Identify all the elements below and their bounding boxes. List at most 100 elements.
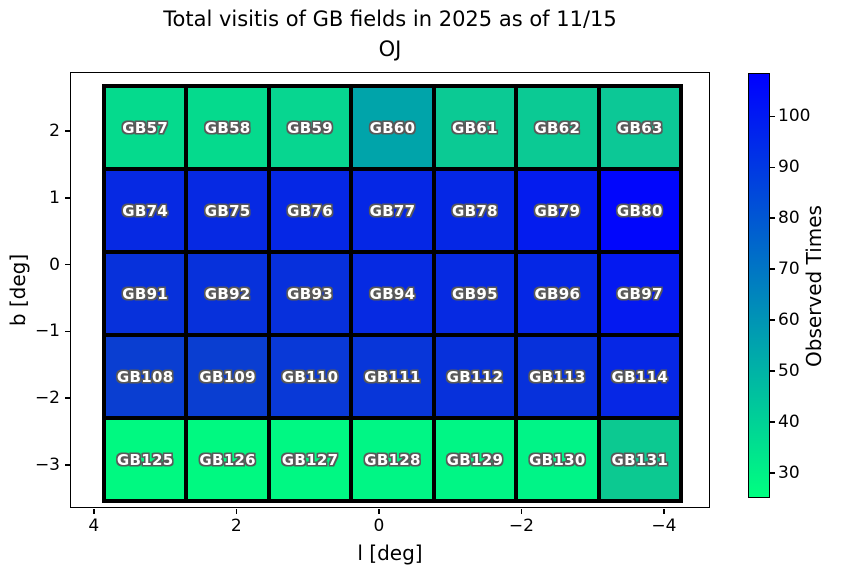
chart-title: Total visitis of GB fields in 2025 as of… [163, 7, 617, 31]
grid-cell-GB92: GB92 [186, 252, 269, 335]
grid-cell-GB80: GB80 [598, 169, 681, 252]
grid-cell-label: GB113 [529, 367, 586, 386]
grid-cell-label: GB108 [116, 367, 174, 386]
grid-cell-label: GB59 [287, 118, 333, 137]
grid-cell-label: GB109 [199, 367, 256, 386]
grid-cell-label: GB97 [616, 284, 663, 303]
chart-subtitle: OJ [378, 37, 402, 61]
y-tick-label: 1 [49, 187, 60, 208]
colorbar-tick-mark [769, 472, 775, 474]
field-grid: GB57 GB58 GB59 GB60 GB61 GB62 GB63 GB74 GB75 GB76… [102, 84, 683, 503]
grid-cell-GB126: GB126 [186, 418, 269, 501]
grid-cell-label: GB77 [369, 201, 416, 220]
grid-cell-label: GB94 [369, 284, 416, 303]
colorbar-tick-mark [769, 421, 775, 423]
grid-cell-label: GB128 [364, 450, 421, 469]
x-tick-label: −4 [651, 516, 677, 536]
grid-cell-GB59: GB59 [268, 86, 352, 169]
y-tick-label: 0 [49, 254, 60, 275]
grid-cell-label: GB111 [364, 367, 421, 386]
colorbar-tick-label: 30 [778, 463, 800, 483]
grid-cell-GB97: GB97 [598, 252, 681, 335]
y-tick-mark [64, 130, 70, 132]
grid-cell-GB96: GB96 [516, 252, 599, 335]
grid-cell-GB127: GB127 [268, 418, 352, 501]
grid-cell-GB113: GB113 [516, 335, 599, 418]
grid-cell-label: GB112 [446, 367, 504, 386]
grid-cell-GB109: GB109 [186, 335, 269, 418]
grid-cell-label: GB75 [204, 201, 251, 220]
grid-cell-label: GB93 [287, 284, 333, 303]
grid-cell-label: GB110 [281, 367, 339, 386]
grid-cell-label: GB131 [611, 450, 669, 469]
x-tick-mark [378, 509, 380, 514]
grid-cell-label: GB96 [534, 284, 581, 303]
grid-cell-GB57: GB57 [104, 86, 187, 169]
grid-cell-GB77: GB77 [351, 169, 434, 252]
y-axis-label: b [deg] [6, 253, 30, 327]
x-tick-label: 0 [373, 516, 385, 536]
grid-cell-GB75: GB75 [186, 169, 269, 252]
grid-cell-label: GB78 [452, 201, 498, 220]
grid-cell-label: GB79 [534, 201, 581, 220]
grid-cell-GB112: GB112 [433, 335, 517, 418]
colorbar-tick-mark [769, 166, 775, 168]
grid-cell-GB91: GB91 [104, 252, 187, 335]
colorbar-tick-label: 40 [778, 412, 800, 433]
colorbar-tick-label: 50 [778, 361, 800, 382]
x-tick-mark [520, 509, 523, 514]
colorbar-tick-label: 80 [778, 208, 800, 229]
grid-cell-GB63: GB63 [598, 86, 681, 169]
grid-cell-label: GB129 [446, 450, 504, 469]
grid-cell-label: GB130 [529, 450, 586, 469]
grid-cell-GB108: GB108 [104, 335, 187, 418]
y-tick-label: 2 [49, 121, 60, 142]
colorbar-tick-label: 100 [778, 106, 811, 127]
grid-cell-GB110: GB110 [268, 335, 352, 418]
grid-cell-label: GB60 [369, 118, 416, 137]
grid-cell-label: GB92 [204, 284, 251, 303]
x-tick-mark [235, 509, 238, 514]
colorbar-tick-mark [769, 370, 775, 372]
grid-cell-GB128: GB128 [351, 418, 434, 501]
grid-cell-label: GB127 [281, 450, 339, 469]
colorbar: 100 90 80 70 60 50 40 30 [748, 73, 810, 498]
grid-cell-GB58: GB58 [186, 86, 269, 169]
grid-cell-label: GB126 [199, 450, 256, 469]
colorbar-tick-label: 60 [778, 310, 800, 331]
grid-cell-label: GB114 [611, 367, 669, 386]
grid-cell-label: GB58 [204, 118, 251, 137]
colorbar-tick-mark [769, 268, 775, 270]
grid-cell-GB78: GB78 [433, 169, 517, 252]
grid-cell-label: GB95 [452, 284, 498, 303]
grid-cell-label: GB91 [122, 284, 169, 303]
colorbar-tick-mark [769, 115, 775, 118]
grid-cell-GB93: GB93 [268, 252, 352, 335]
grid-cell-GB130: GB130 [516, 418, 599, 501]
grid-cell-GB74: GB74 [104, 169, 187, 252]
grid-cell-GB114: GB114 [598, 335, 681, 418]
grid-cell-label: GB61 [452, 118, 498, 137]
y-tick-label: −1 [34, 321, 60, 342]
x-tick-mark [93, 509, 95, 514]
y-tick-label: −3 [34, 454, 60, 475]
y-tick-mark [64, 397, 70, 399]
x-axis-label: l [deg] [357, 541, 423, 565]
grid-cell-label: GB63 [616, 118, 663, 137]
grid-cell-GB79: GB79 [516, 169, 599, 252]
x-tick-label: −2 [508, 516, 534, 536]
grid-cell-GB125: GB125 [104, 418, 187, 501]
colorbar-tick-mark [769, 319, 775, 321]
y-tick-label: −2 [34, 388, 60, 409]
grid-cell-label: GB76 [287, 201, 333, 220]
y-tick-mark [64, 263, 70, 266]
grid-cell-GB61: GB61 [433, 86, 517, 169]
colorbar-label: Observed Times [802, 205, 826, 367]
grid-cell-GB111: GB111 [351, 335, 434, 418]
grid-cell-label: GB74 [122, 201, 169, 220]
y-tick-mark [64, 197, 70, 199]
grid-cell-GB129: GB129 [433, 418, 517, 501]
grid-cell-label: GB125 [116, 450, 174, 469]
y-tick-mark [64, 330, 70, 333]
